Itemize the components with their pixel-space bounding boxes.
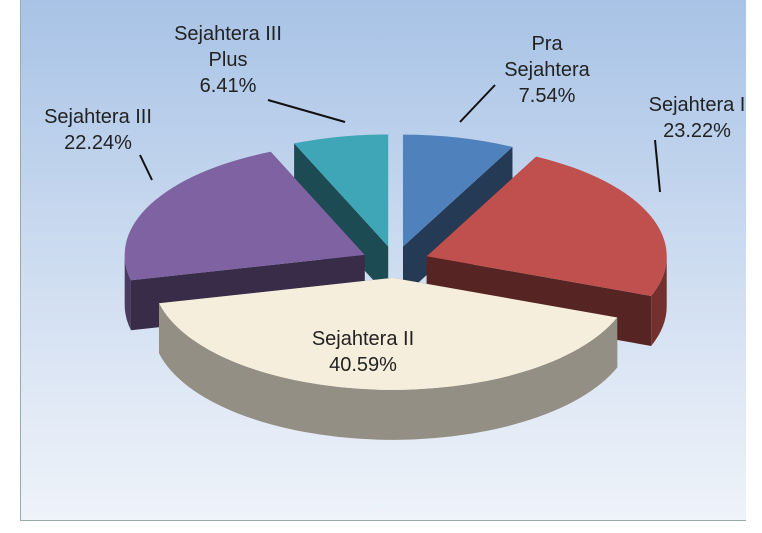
data-label: Sejahtera I 23.22% [617,92,762,144]
slice-top [124,151,365,281]
slice-value: 23.22% [663,120,731,142]
slice-name: Sejahtera III [44,106,152,128]
pie-slice [294,134,389,297]
slice-side [294,143,389,297]
slice-top [426,156,667,296]
leader-line [267,99,346,123]
leader-line [139,154,153,181]
slice-name: Sejahtera I [648,94,746,116]
slice-name: Pra Sejahtera [504,33,590,81]
slice-value: 40.59% [329,354,397,376]
pie-slice [124,151,365,331]
slice-wall [159,303,618,440]
data-label: Sejahtera III 22.24% [18,104,178,156]
slice-top [294,134,389,247]
slice-value: 6.41% [199,75,257,97]
slice-name: Sejahtera II [311,328,415,350]
pie-slice [159,277,618,440]
slice-top [402,134,513,247]
leader-line [459,84,496,123]
slice-wall [124,254,131,331]
data-label: Sejahtera III Plus 6.41% [163,21,293,99]
slice-value: 7.54% [518,85,576,107]
slice-name: Sejahtera III Plus [174,23,282,71]
slice-top [159,277,618,390]
slice-wall [651,256,667,346]
data-label: Pra Sejahtera 7.54% [492,31,602,109]
leader-line [654,139,661,193]
data-label: Sejahtera II 40.59% [283,326,443,378]
slice-value: 22.24% [64,132,132,154]
